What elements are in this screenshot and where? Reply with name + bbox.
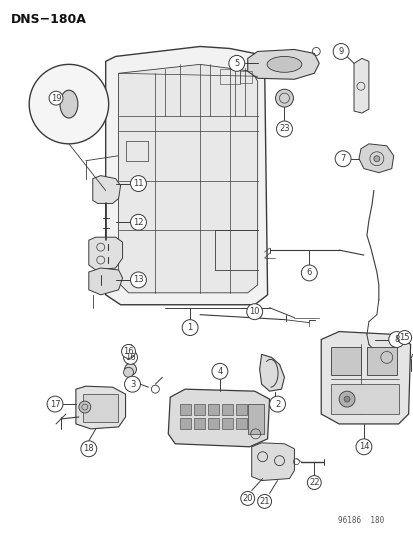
Circle shape	[121, 344, 135, 358]
Polygon shape	[88, 268, 122, 295]
Circle shape	[240, 491, 254, 505]
Circle shape	[29, 64, 108, 144]
Text: 19: 19	[51, 94, 61, 103]
Bar	[180, 404, 191, 415]
Circle shape	[130, 175, 146, 191]
Polygon shape	[358, 144, 393, 173]
Text: 10: 10	[249, 307, 259, 316]
Bar	[247, 404, 263, 434]
Bar	[180, 418, 191, 429]
Text: 8: 8	[393, 335, 399, 344]
Bar	[83, 394, 117, 422]
Circle shape	[130, 214, 146, 230]
Text: 22: 22	[308, 478, 319, 487]
Circle shape	[306, 475, 320, 489]
Text: 5: 5	[234, 59, 239, 68]
Bar	[194, 418, 204, 429]
Polygon shape	[118, 64, 257, 293]
Circle shape	[276, 121, 292, 137]
Circle shape	[124, 364, 136, 375]
Polygon shape	[259, 354, 284, 391]
Circle shape	[49, 91, 63, 105]
Circle shape	[301, 265, 316, 281]
Text: 12: 12	[133, 218, 143, 227]
Circle shape	[338, 391, 354, 407]
Bar	[221, 418, 232, 429]
Ellipse shape	[266, 56, 301, 72]
Circle shape	[228, 55, 244, 71]
Text: DNS−180A: DNS−180A	[11, 13, 87, 26]
Text: 13: 13	[133, 276, 143, 285]
Polygon shape	[93, 175, 120, 204]
Polygon shape	[76, 386, 125, 429]
Circle shape	[257, 495, 271, 508]
Polygon shape	[88, 237, 122, 270]
Text: 21: 21	[259, 497, 269, 506]
Bar	[207, 418, 218, 429]
Text: 4: 4	[217, 367, 222, 376]
Ellipse shape	[60, 90, 78, 118]
Polygon shape	[247, 50, 318, 79]
Polygon shape	[105, 46, 267, 305]
Circle shape	[124, 376, 140, 392]
Circle shape	[355, 439, 371, 455]
Circle shape	[123, 350, 137, 365]
Polygon shape	[353, 59, 368, 113]
Circle shape	[373, 156, 379, 161]
Circle shape	[335, 151, 350, 167]
Text: 3: 3	[130, 379, 135, 389]
Circle shape	[332, 44, 348, 59]
Text: 16: 16	[123, 347, 133, 356]
Circle shape	[397, 330, 411, 344]
Text: 6: 6	[306, 269, 311, 278]
Polygon shape	[320, 332, 410, 424]
Circle shape	[275, 89, 293, 107]
Circle shape	[78, 401, 90, 413]
Text: 17: 17	[50, 400, 60, 409]
Circle shape	[123, 367, 133, 377]
Text: 11: 11	[133, 179, 143, 188]
Text: 7: 7	[339, 154, 345, 163]
Bar	[207, 404, 218, 415]
Circle shape	[47, 396, 63, 412]
Text: 9: 9	[338, 47, 343, 56]
Circle shape	[81, 441, 97, 457]
Text: 23: 23	[278, 124, 289, 133]
Polygon shape	[251, 443, 294, 481]
Circle shape	[388, 332, 404, 348]
Text: 18: 18	[83, 445, 94, 453]
Polygon shape	[168, 389, 269, 447]
Text: 15: 15	[399, 333, 409, 342]
Circle shape	[130, 272, 146, 288]
Circle shape	[246, 304, 262, 320]
Circle shape	[343, 396, 349, 402]
Bar	[239, 71, 251, 83]
Bar	[330, 348, 360, 375]
Bar	[235, 418, 246, 429]
Bar	[330, 384, 398, 414]
Text: 14: 14	[358, 442, 368, 451]
Circle shape	[211, 364, 227, 379]
Text: 20: 20	[242, 494, 252, 503]
Bar	[221, 404, 232, 415]
Text: 16: 16	[125, 353, 135, 362]
Circle shape	[269, 396, 285, 412]
Bar	[235, 404, 246, 415]
Circle shape	[182, 320, 197, 336]
Bar	[194, 404, 204, 415]
Text: 2: 2	[274, 400, 280, 409]
Bar	[366, 348, 396, 375]
Text: 1: 1	[187, 323, 192, 332]
Bar	[219, 69, 239, 84]
Text: 96186  180: 96186 180	[337, 516, 383, 525]
